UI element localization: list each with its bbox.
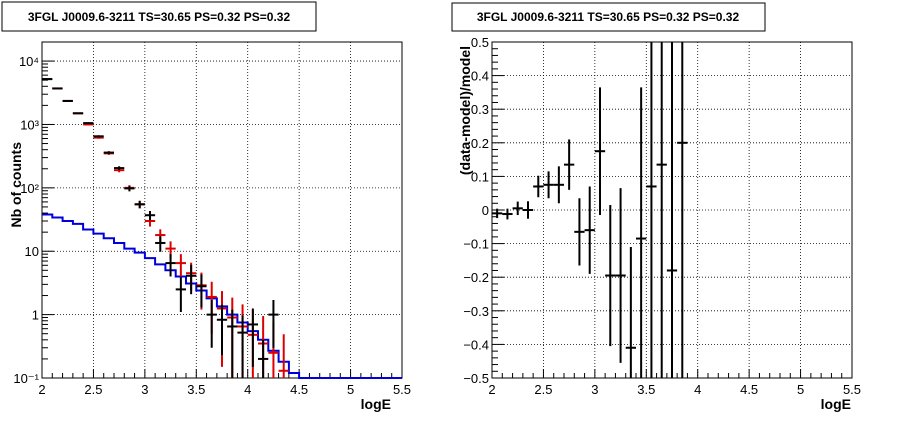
counts-y-axis-label: Nb of counts — [8, 142, 24, 228]
counts-panel: 3FGL J0009.6-3211 TS=30.65 PS=0.32 PS=0.… — [1, 1, 411, 412]
counts-x-tick-label: 5 — [347, 382, 354, 397]
residual-x-tick-label: 2.5 — [534, 382, 552, 397]
residual-panel: 3FGL J0009.6-3211 TS=30.65 PS=0.32 PS=0.… — [451, 2, 861, 412]
counts-ticks: 2 2.5 3 3.5 4 4.5 5 5.5 10⁻¹ 1 10 10² 10³ 10⁴ — [13, 41, 411, 397]
residual-x-tick-label: 4.5 — [740, 382, 758, 397]
residual-title-box — [451, 2, 766, 32]
residual-y-tick-label: −0.1 — [463, 237, 489, 252]
residual-x-tick-label: 3 — [591, 382, 598, 397]
counts-y-tick-label: 10⁴ — [19, 54, 39, 69]
residual-x-tick-label: 4 — [694, 382, 701, 397]
residual-title: 3FGL J0009.6-3211 TS=30.65 PS=0.32 PS=0.… — [477, 10, 740, 24]
residual-x-tick-label: 5.5 — [843, 382, 861, 397]
residual-y-tick-label: 0.2 — [471, 136, 489, 151]
residual-x-axis-label: logE — [821, 396, 851, 412]
residual-y-tick-label: 0.4 — [471, 69, 489, 84]
counts-x-tick-label: 2 — [38, 382, 45, 397]
residual-y-tick-label: 0.1 — [471, 169, 489, 184]
counts-y-tick-label: 1 — [32, 308, 39, 323]
residual-y-tick-label: 0.5 — [471, 35, 489, 50]
residual-y-tick-label: −0.2 — [463, 270, 489, 285]
counts-title: 3FGL J0009.6-3211 TS=30.65 PS=0.32 PS=0.… — [28, 10, 291, 24]
background-histogram-line — [42, 213, 402, 379]
counts-x-axis-label: logE — [361, 396, 391, 412]
counts-title-box — [1, 1, 317, 32]
residual-y-axis-label: (data-model)/model — [457, 46, 473, 175]
counts-y-tick-label: 10³ — [20, 117, 39, 132]
residual-y-tick-label: 0.3 — [471, 102, 489, 117]
counts-x-tick-label: 5.5 — [393, 382, 411, 397]
counts-x-tick-label: 3 — [141, 382, 148, 397]
residual-ticks: 2 2.5 3 3.5 4 4.5 5 5.5 −0.5 −0.4 −0.3 −0.2 −0.1 0 0.1… — [463, 35, 861, 397]
counts-x-tick-label: 4 — [244, 382, 251, 397]
residual-y-tick-label: 0 — [482, 203, 489, 218]
counts-x-tick-label: 3.5 — [187, 382, 205, 397]
residual-x-tick-label: 3.5 — [637, 382, 655, 397]
residual-series — [492, 42, 688, 378]
residual-x-tick-label: 5 — [797, 382, 804, 397]
counts-y-tick-label: 10 — [25, 244, 39, 259]
background-series — [42, 213, 402, 379]
counts-y-tick-label: 10² — [20, 181, 39, 196]
counts-x-tick-label: 2.5 — [84, 382, 102, 397]
residual-y-tick-label: −0.4 — [463, 337, 489, 352]
residual-y-tick-label: −0.3 — [463, 304, 489, 319]
residual-x-tick-label: 2 — [488, 382, 495, 397]
counts-y-tick-label: 10⁻¹ — [13, 371, 39, 386]
data-series — [42, 78, 279, 378]
counts-x-tick-label: 4.5 — [290, 382, 308, 397]
residual-y-tick-label: −0.5 — [463, 371, 489, 386]
counts-frame — [41, 41, 403, 379]
